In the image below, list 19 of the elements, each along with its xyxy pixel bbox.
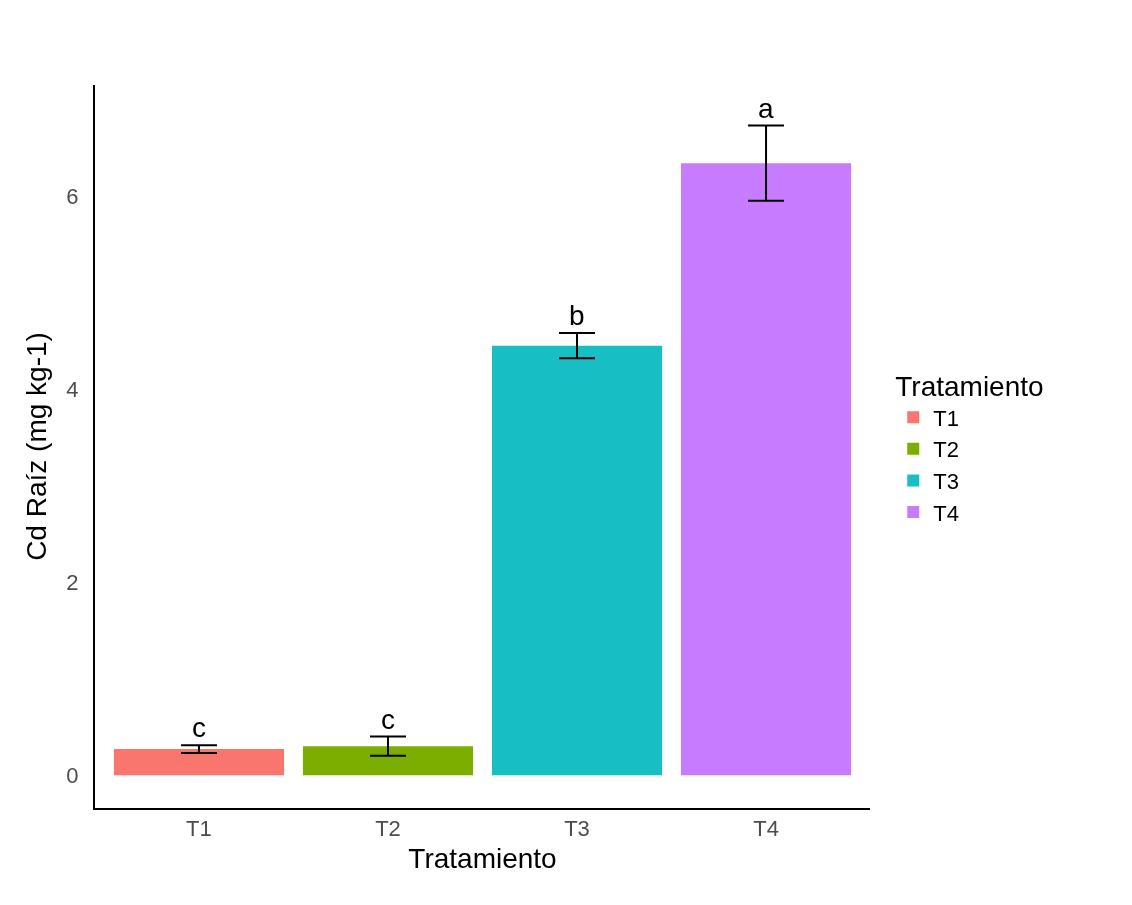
x-tick-label: T1 — [186, 816, 212, 842]
y-tick-label: 4 — [66, 376, 79, 402]
annotation: a — [758, 93, 774, 124]
x-tick-label: T4 — [753, 816, 779, 842]
x-tick-label: T3 — [564, 816, 590, 842]
x-tick-label: T2 — [375, 816, 401, 842]
y-tick-label: 6 — [66, 183, 79, 209]
y-tick-label: 2 — [66, 569, 79, 595]
legend-label: T2 — [933, 437, 959, 463]
legend-label: T4 — [933, 500, 959, 526]
annotation: c — [192, 712, 206, 743]
legend-label: T3 — [933, 468, 959, 494]
annotation: c — [381, 704, 395, 735]
y-tick-label: 0 — [66, 762, 79, 788]
annotation: b — [569, 300, 585, 331]
legend-label: T1 — [933, 405, 959, 431]
y-axis-title: Cd Raíz (mg kg-1) — [20, 332, 52, 561]
legend-title: Tratamiento — [408, 843, 557, 874]
x-axis-title: Tratamiento — [895, 371, 1044, 403]
